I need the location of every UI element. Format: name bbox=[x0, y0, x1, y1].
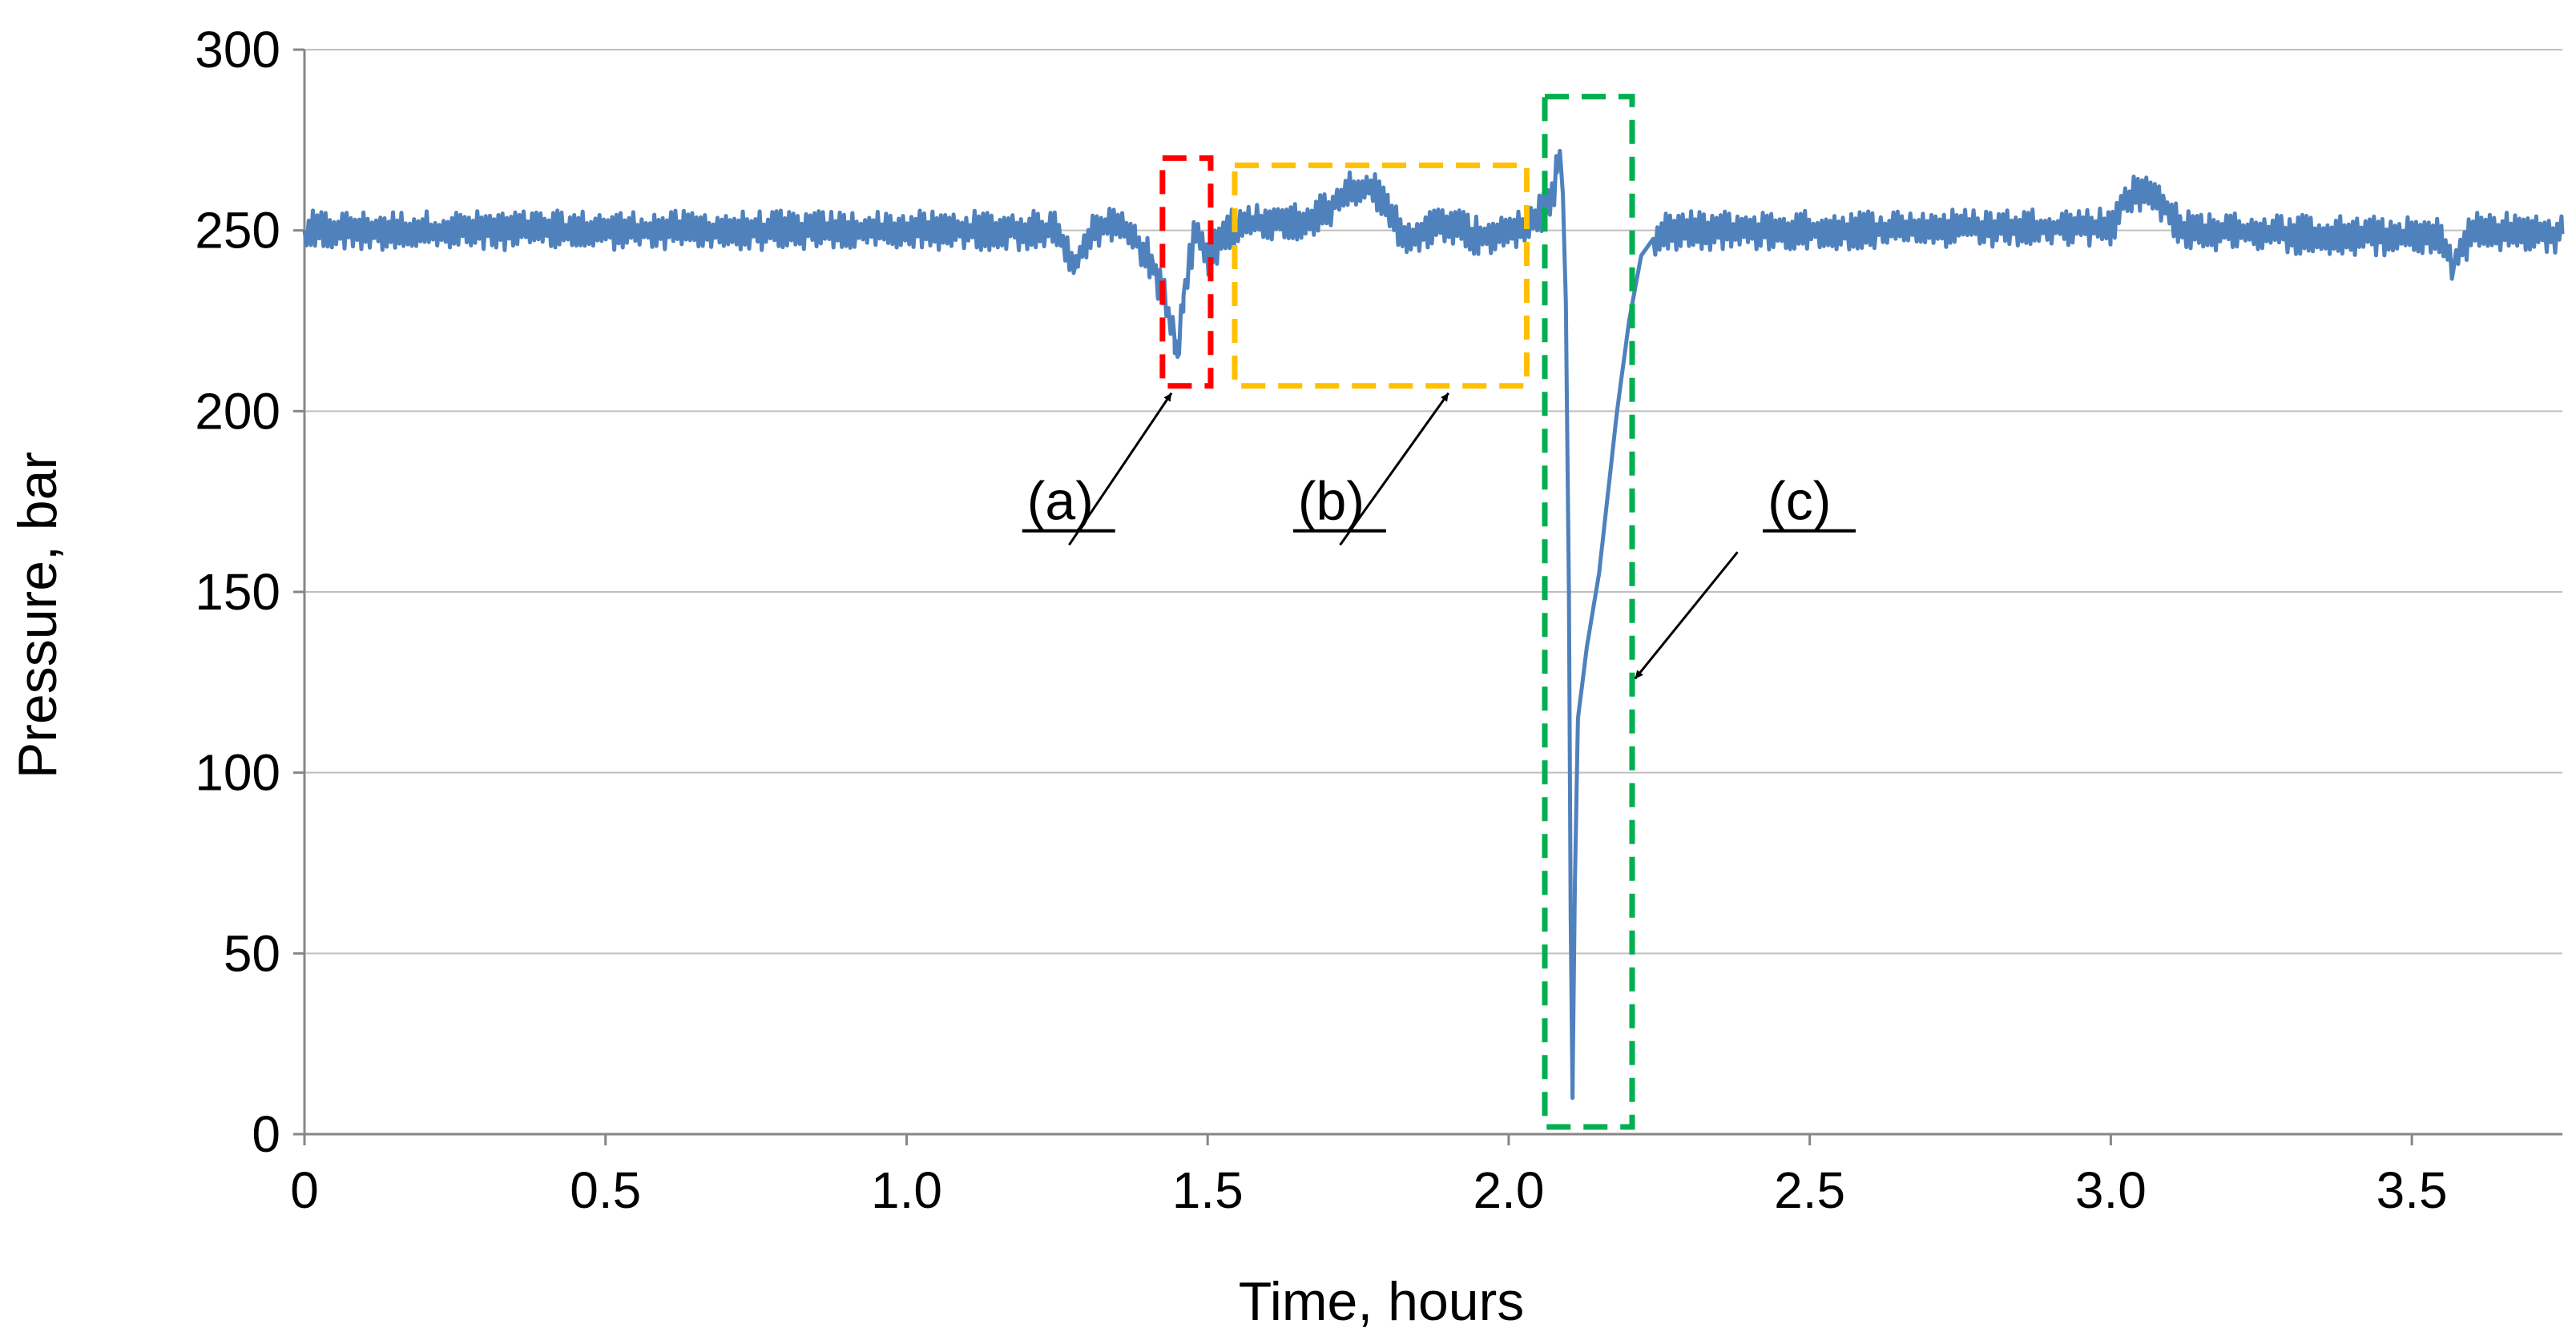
x-axis-title: Time, hours bbox=[1239, 1271, 1524, 1332]
annotations: (a) (b) (c) bbox=[1022, 392, 1856, 680]
highlight-boxes bbox=[1159, 94, 1635, 1130]
x-tick-label: 2.0 bbox=[1473, 1161, 1544, 1219]
highlight-box-a bbox=[1159, 155, 1214, 389]
x-tick-label: 1.0 bbox=[871, 1161, 942, 1219]
x-tick-label: 0.5 bbox=[570, 1161, 641, 1219]
x-tick-label: 1.5 bbox=[1172, 1161, 1244, 1219]
axes bbox=[293, 48, 2562, 1145]
y-tick-label: 50 bbox=[224, 924, 280, 982]
y-tick-label: 100 bbox=[195, 744, 280, 802]
series-line-pressure bbox=[302, 148, 2565, 1101]
annotation-label: (c) bbox=[1768, 471, 1831, 532]
annotation-arrow bbox=[1068, 392, 1173, 546]
annotation-arrow bbox=[1634, 551, 1739, 680]
annotation-label: (b) bbox=[1298, 471, 1365, 532]
y-tick-label: 200 bbox=[195, 382, 280, 440]
gridlines bbox=[304, 49, 2562, 955]
annotation-arrow bbox=[1339, 392, 1450, 546]
x-tick-label: 0 bbox=[290, 1161, 319, 1219]
y-axis-title: Pressure, bar bbox=[7, 452, 68, 779]
y-tick-label: 0 bbox=[252, 1105, 280, 1163]
x-tick-label: 3.0 bbox=[2075, 1161, 2147, 1219]
x-tick-label: 3.5 bbox=[2376, 1161, 2448, 1219]
annotation-label: (a) bbox=[1027, 471, 1094, 532]
x-tick-label: 2.5 bbox=[1774, 1161, 1845, 1219]
y-tick-label: 150 bbox=[195, 563, 280, 621]
tick-labels: 0 50 100 150 200 250 300 0 0.5 1.0 1.5 2.0 2.5 3.0 3.5 bbox=[195, 21, 2447, 1219]
highlight-box-c bbox=[1542, 94, 1635, 1130]
y-tick-label: 250 bbox=[195, 202, 280, 260]
y-tick-label: 300 bbox=[195, 21, 280, 78]
series-layer bbox=[302, 148, 2565, 1101]
